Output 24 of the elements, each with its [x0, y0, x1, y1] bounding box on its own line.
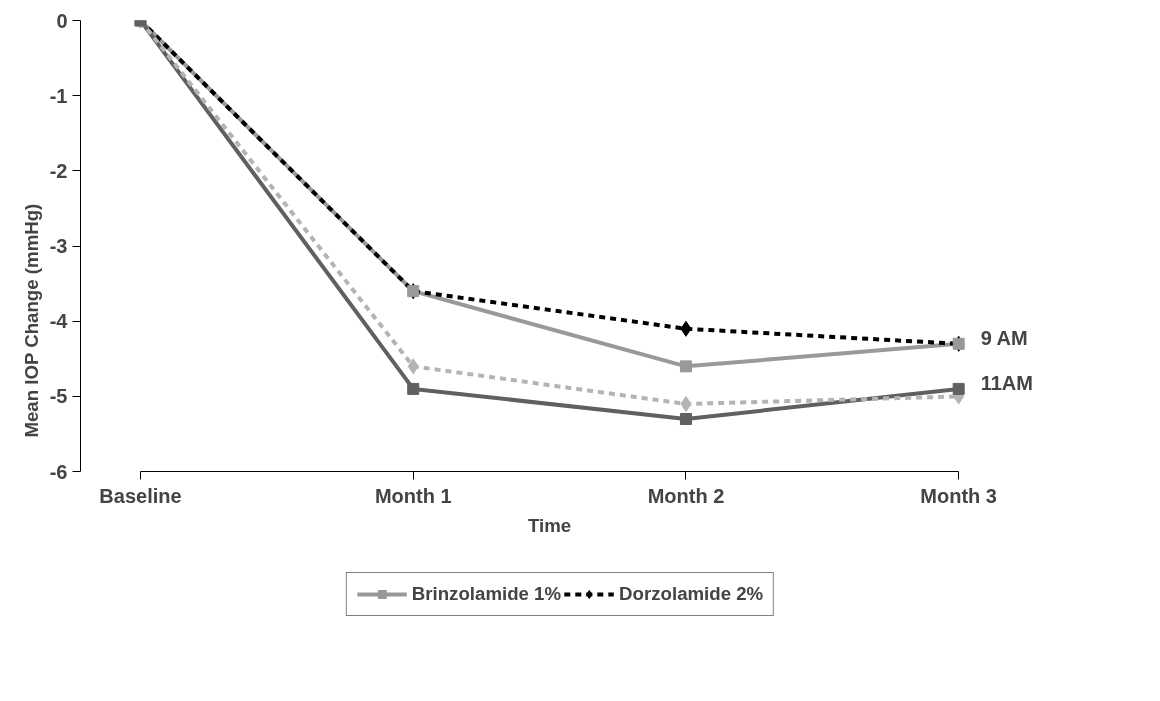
point: [407, 382, 420, 395]
y-tick-label: -6: [49, 460, 68, 483]
point: [680, 320, 692, 337]
annotation: 9 AM: [980, 326, 1028, 349]
point: [407, 358, 419, 375]
y-tick-label: -4: [49, 310, 69, 333]
legend-label: Dorzolamide 2%: [619, 583, 764, 605]
point: [679, 360, 692, 373]
legend-label: Brinzolamide 1%: [411, 583, 562, 605]
y-axis-title: Mean IOP Change (mmHg): [20, 203, 42, 438]
annotation: 11AM: [980, 371, 1033, 394]
x-tick-label: Baseline: [99, 484, 182, 507]
x-axis-title: Time: [527, 514, 572, 536]
y-tick-label: -2: [49, 159, 68, 182]
x-tick-label: Month 3: [920, 484, 998, 507]
y-tick-label: 0: [56, 9, 68, 32]
y-tick-label: -5: [49, 385, 68, 408]
point: [680, 395, 692, 412]
x-tick-label: Month 2: [647, 484, 725, 507]
y-tick-label: -1: [49, 84, 68, 107]
y-tick-label: -3: [49, 235, 68, 258]
point: [679, 413, 692, 425]
x-tick-label: Month 1: [374, 484, 452, 507]
point: [952, 382, 965, 395]
